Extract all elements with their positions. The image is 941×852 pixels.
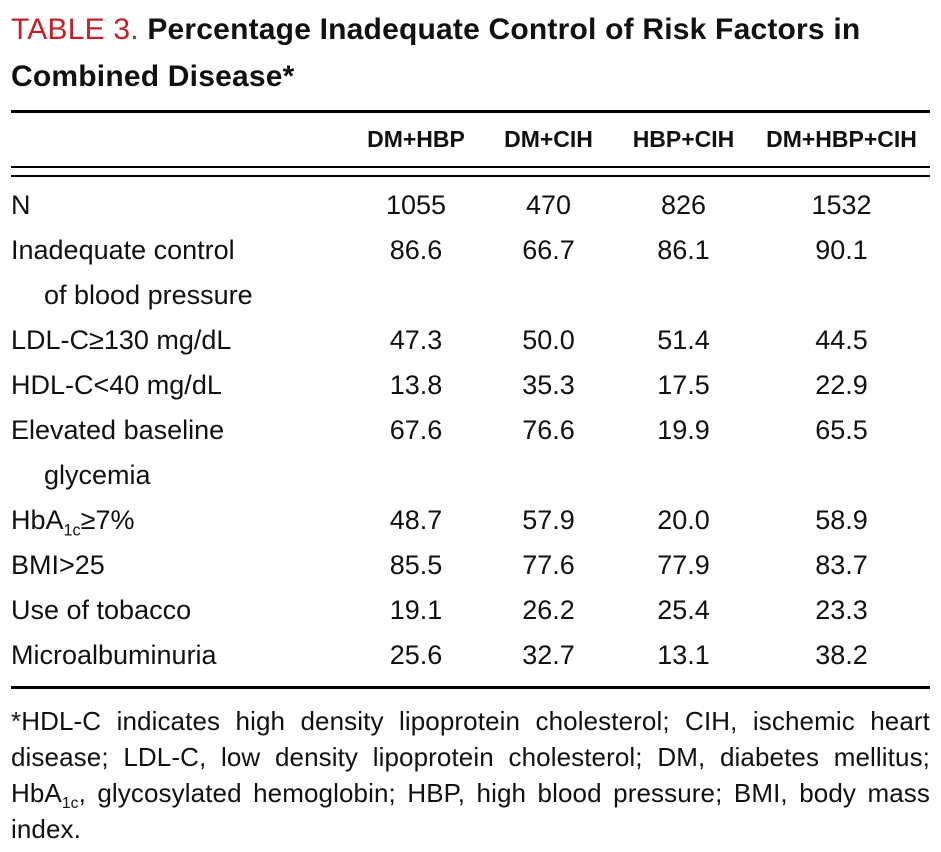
cell-value: 67.6: [389, 415, 443, 445]
table-row-hba1c: HbA1c≥7% 48.7 57.9 20.0 58.9: [11, 498, 930, 543]
cell-value: 48.7: [389, 505, 443, 535]
footnote-hba1c-subscript: 1c: [61, 795, 79, 813]
cell-value: 20.0: [657, 505, 710, 535]
cell-value: 19.1: [389, 595, 443, 625]
cell-value: 57.9: [522, 505, 575, 535]
table-title-text: Percentage Inadequate Control of Risk Fa…: [11, 13, 861, 93]
table-row-hdl: HDL-C<40 mg/dL 13.8 35.3 17.5 22.9: [11, 363, 930, 408]
row-label: HbA1c≥7%: [11, 505, 135, 540]
cell-value: 44.5: [815, 325, 868, 355]
table-row-glycemia: Elevated baseline glycemia 67.6 76.6 19.…: [11, 408, 930, 498]
column-header-dm-cih: DM+CIH: [504, 126, 593, 152]
top-rule: [11, 110, 930, 113]
table-row-ldl: LDL-C≥130 mg/dL 47.3 50.0 51.4 44.5: [11, 318, 930, 363]
cell-value: 13.8: [389, 370, 443, 400]
column-header-dm-hbp: DM+HBP: [367, 126, 465, 152]
table-row-tobacco: Use of tobacco 19.1 26.2 25.4 23.3: [11, 588, 930, 633]
cell-value: 86.1: [657, 235, 710, 265]
table-row-bmi: BMI>25 85.5 77.6 77.9 83.7: [11, 543, 930, 588]
cell-value: 51.4: [657, 325, 710, 355]
cell-value: 38.2: [815, 640, 868, 670]
bottom-rule: [11, 686, 930, 689]
row-label: N: [11, 190, 31, 220]
table-title: TABLE 3. Percentage Inadequate Control o…: [11, 6, 930, 100]
row-label: BMI>25: [11, 550, 105, 580]
cell-value: 86.6: [389, 235, 443, 265]
table-row-blood-pressure: Inadequate control of blood pressure 86.…: [11, 228, 930, 318]
cell-value: 77.6: [522, 550, 575, 580]
cell-value: 25.4: [657, 595, 710, 625]
cell-value: 1055: [385, 190, 447, 220]
table-row-microalbuminuria: Microalbuminuria 25.6 32.7 13.1 38.2: [11, 633, 930, 678]
row-label: HDL-C<40 mg/dL: [11, 370, 222, 400]
cell-value: 470: [525, 190, 572, 220]
table-row-n: N 1055 470 826 1532: [11, 183, 930, 228]
cell-value: 22.9: [815, 370, 868, 400]
cell-value: 13.1: [657, 640, 710, 670]
row-label: LDL-C≥130 mg/dL: [11, 325, 232, 355]
cell-value: 35.3: [522, 370, 575, 400]
cell-value: 47.3: [389, 325, 443, 355]
header-double-rule: [11, 166, 930, 177]
cell-value: 58.9: [815, 505, 868, 535]
cell-value: 826: [660, 190, 707, 220]
cell-value: 85.5: [389, 550, 443, 580]
cell-value: 32.7: [522, 640, 575, 670]
cell-value: 26.2: [522, 595, 575, 625]
table-body: N 1055 470 826 1532 Inadequate control o…: [11, 177, 930, 686]
table-number-label: TABLE 3.: [11, 13, 139, 46]
cell-value: 77.9: [657, 550, 710, 580]
cell-value: 66.7: [522, 235, 575, 265]
row-label: Microalbuminuria: [11, 640, 217, 670]
table-header-row: DM+HBP DM+CIH HBP+CIH DM+HBP+CIH: [11, 113, 930, 166]
column-header-dm-hbp-cih: DM+HBP+CIH: [766, 126, 917, 152]
cell-value: 76.6: [522, 415, 575, 445]
cell-value: 50.0: [522, 325, 575, 355]
cell-value: 65.5: [815, 415, 868, 445]
cell-value: 23.3: [815, 595, 868, 625]
cell-value: 1532: [811, 190, 872, 220]
cell-value: 17.5: [657, 370, 710, 400]
table-footnote: *HDL-C indicates high density lipoprotei…: [11, 706, 930, 844]
column-header-hbp-cih: HBP+CIH: [632, 126, 735, 152]
row-label: Inadequate control of blood pressure: [11, 235, 253, 310]
cell-value: 90.1: [815, 235, 868, 265]
row-label: Elevated baseline glycemia: [11, 415, 225, 490]
hba1c-subscript: 1c: [63, 521, 81, 540]
row-label: Use of tobacco: [11, 595, 192, 625]
cell-value: 83.7: [815, 550, 868, 580]
cell-value: 19.9: [657, 415, 710, 445]
cell-value: 25.6: [389, 640, 443, 670]
